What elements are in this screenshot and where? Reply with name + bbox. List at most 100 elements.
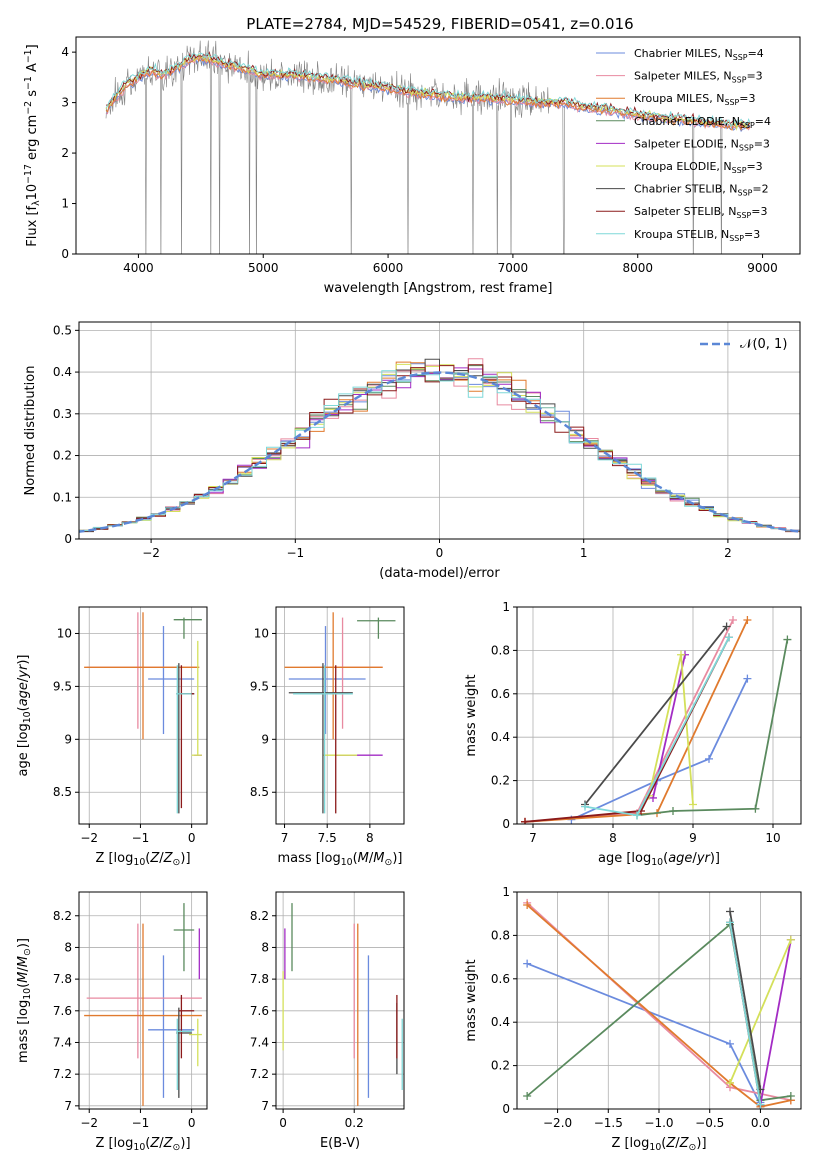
residuals-xlabel: (data-model)/error <box>379 566 500 581</box>
mass-vs-EBV-axes: 0 0.2 7 7.2 7.4 7.6 7.8 8 8.2 E(B-V) <box>250 891 405 1151</box>
x-tick-label: −1 <box>132 831 150 845</box>
mass-weight-series <box>571 678 749 821</box>
x-tick-label: 8 <box>366 831 374 845</box>
weight-vs-Z-ylabel: mass weight <box>464 959 479 1041</box>
errorbar-point <box>148 626 195 735</box>
errorbar-point <box>148 955 195 1098</box>
plus-marker <box>689 800 697 809</box>
age-vs-Z-ylabel: age [log10(age/yr)] <box>16 654 33 776</box>
errorbar-point <box>284 612 383 740</box>
x-tick-label: 7000 <box>498 261 529 275</box>
x-tick-label: −1.5 <box>594 1116 623 1130</box>
x-tick-label: 6000 <box>373 261 404 275</box>
errorbar-point <box>288 663 353 814</box>
x-tick-label: −2 <box>80 1116 98 1130</box>
x-tick-label: −1.0 <box>644 1116 673 1130</box>
x-tick-label: 7 <box>281 831 289 845</box>
x-tick-label: 5000 <box>248 261 279 275</box>
residuals-axes: −2 −1 0 1 2 0 0.1 0.2 0.3 0.4 0.5 (data-model)/erro… <box>23 321 801 581</box>
x-tick-label: −0.5 <box>695 1116 724 1130</box>
mass-vs-Z-xlabel: Z [log10(Z/Z⊙)] <box>95 1136 190 1153</box>
legend-entry: Chabrier STELIB, NSSP=2 <box>634 183 769 198</box>
plus-marker <box>743 616 752 625</box>
x-tick-label: 0 <box>436 546 444 560</box>
y-tick-label: 0.2 <box>491 1059 510 1073</box>
plus-marker <box>743 674 752 683</box>
y-tick-label: 8.2 <box>53 909 72 923</box>
y-tick-label: 0.6 <box>491 687 510 701</box>
mass-vs-EBV-marks <box>282 903 403 1106</box>
legend-entry: Salpeter STELIB, NSSP=3 <box>634 205 767 220</box>
age-vs-Z-marks <box>84 612 202 814</box>
spectrum-legend: Chabrier MILES, NSSP=4 Salpeter MILES, NS… <box>596 47 771 243</box>
x-tick-label: 0 <box>188 831 196 845</box>
x-tick-label: 0.2 <box>345 1116 364 1130</box>
weight-vs-age-xlabel: age [log10(age/yr)] <box>598 851 720 868</box>
mass-weight-series <box>584 625 728 806</box>
errorbar-point <box>288 626 366 735</box>
y-tick-label: 7.4 <box>53 1035 72 1049</box>
errorbar-point <box>176 1007 192 1098</box>
spectrum-ylabel: Flux [fλ10−17 erg cm−2 s−1 A−1] <box>23 44 42 246</box>
y-tick-label: 7.8 <box>250 972 269 986</box>
figure-title: PLATE=2784, MJD=54529, FIBERID=0541, z=0… <box>246 15 633 33</box>
y-tick-label: 0 <box>61 247 69 261</box>
legend-entry: Chabrier ELODIE, NSSP=4 <box>634 115 771 130</box>
y-tick-label: 0.4 <box>491 730 510 744</box>
plus-marker <box>633 811 641 820</box>
age-vs-mass-xlabel: mass [log10(M/M⊙)] <box>278 851 403 868</box>
age-vs-mass-frame <box>275 606 405 825</box>
mass-vs-Z-marks <box>84 903 202 1106</box>
x-tick-label: 1 <box>580 546 588 560</box>
legend-entry: Salpeter MILES, NSSP=3 <box>634 70 763 85</box>
y-tick-label: 7.2 <box>53 1067 72 1081</box>
spectrum-frame <box>75 36 801 255</box>
mass-vs-Z-frame <box>78 891 208 1110</box>
y-tick-label: 0.8 <box>491 928 510 942</box>
y-tick-label: 8 <box>64 940 72 954</box>
x-tick-label: 2 <box>724 546 732 560</box>
errorbar-point <box>189 1018 202 1067</box>
errorbar-point <box>176 665 192 814</box>
errorbar-point <box>176 1018 192 1090</box>
y-tick-label: 1 <box>61 197 69 211</box>
plots-layer: 4000 5000 6000 7000 8000 900001234wavelength … <box>16 36 802 1153</box>
x-tick-label: 4000 <box>123 261 154 275</box>
spectrum-marks <box>105 40 751 254</box>
errorbar-point <box>178 994 195 1059</box>
y-tick-label: 1 <box>502 600 510 614</box>
errorbar-point <box>84 612 200 740</box>
weight-vs-Z-xlabel: Z [log10(Z/Z⊙)] <box>611 1136 706 1153</box>
legend-entry: Salpeter ELODIE, NSSP=3 <box>634 137 770 152</box>
plus-marker <box>669 806 677 815</box>
errorbar-point <box>293 665 353 814</box>
y-tick-label: 9 <box>261 732 269 746</box>
y-tick-label: 0.4 <box>53 365 72 379</box>
legend-entry: Kroupa MILES, NSSP=3 <box>634 92 755 107</box>
y-tick-label: 0.5 <box>53 323 72 337</box>
plus-marker <box>521 817 529 824</box>
y-tick-label: 0.2 <box>491 774 510 788</box>
y-tick-label: 1 <box>502 885 510 899</box>
residuals-ylabel: Normed distribution <box>23 366 38 496</box>
weight-vs-age-axes: 7 8 9 10 0 0.2 0.4 0.6 0.8 1 age [log10(age/yr)] ma… <box>464 600 802 868</box>
plus-marker <box>726 1039 734 1048</box>
plus-marker <box>677 650 685 659</box>
errorbar-point <box>173 903 195 972</box>
x-tick-label: 0 <box>279 1116 287 1130</box>
age-vs-Z-frame <box>78 606 208 825</box>
y-tick-label: 7 <box>64 1099 72 1113</box>
mass-weight-series <box>729 922 762 1105</box>
legend-entry: Kroupa STELIB, NSSP=3 <box>634 228 760 243</box>
plus-marker <box>722 622 731 631</box>
x-tick-label: 7.5 <box>318 831 337 845</box>
errorbar-point <box>84 923 202 1106</box>
x-tick-label: 9000 <box>747 261 778 275</box>
mass-weight-series <box>729 911 762 1090</box>
y-tick-label: 0.4 <box>491 1015 510 1029</box>
y-tick-label: 7 <box>261 1099 269 1113</box>
x-tick-label: 8 <box>609 831 617 845</box>
y-tick-label: 0.2 <box>53 449 72 463</box>
plus-marker <box>726 1078 734 1087</box>
y-tick-label: 9.5 <box>250 679 269 693</box>
